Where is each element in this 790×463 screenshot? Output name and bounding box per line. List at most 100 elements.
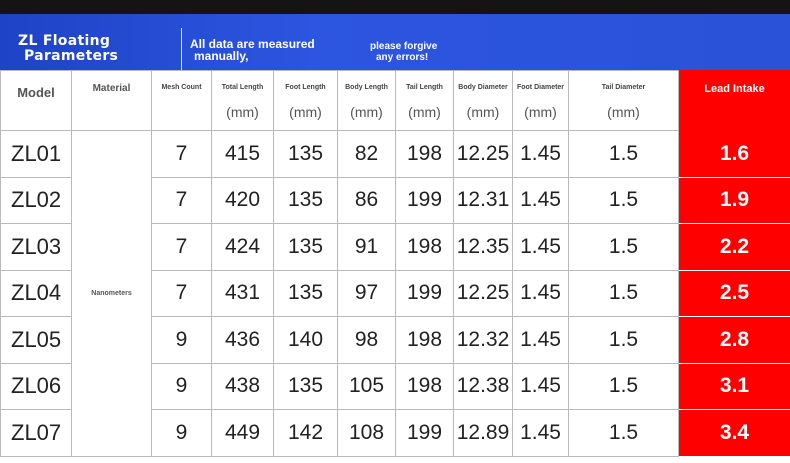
body-length-cell: 86 bbox=[337, 176, 396, 224]
tail-diameter-cell: 1.5 bbox=[568, 316, 679, 364]
mesh-count-cell: 7 bbox=[151, 223, 212, 271]
unit-label: (mm) bbox=[226, 104, 259, 120]
unit-label: (mm) bbox=[466, 104, 500, 120]
top-bar bbox=[0, 0, 790, 14]
table-row: ZL07 9 449 142 108 199 12.89 1.45 1.5 3.… bbox=[0, 409, 790, 457]
page-title: ZL Floating Parameters bbox=[18, 34, 168, 64]
mesh-count-cell: 7 bbox=[151, 176, 212, 224]
tail-diameter-cell: 1.5 bbox=[568, 362, 679, 410]
header-material: Material bbox=[71, 70, 152, 131]
unit-label: (mm) bbox=[607, 104, 640, 120]
body-length-cell: 97 bbox=[337, 269, 396, 317]
foot-length-cell: 135 bbox=[273, 269, 338, 317]
tail-length-cell: 198 bbox=[395, 316, 454, 364]
table-row: ZL02 7 420 135 86 199 12.31 1.45 1.5 1.9 bbox=[0, 176, 790, 224]
body-length-cell: 105 bbox=[337, 362, 396, 410]
lead-intake-cell: 3.4 bbox=[678, 409, 790, 457]
measurement-note: All data are measured manually, bbox=[190, 38, 360, 62]
mesh-count-cell: 9 bbox=[151, 362, 212, 410]
body-diameter-cell: 12.25 bbox=[453, 130, 513, 178]
body-diameter-cell: 12.31 bbox=[453, 176, 513, 224]
unit-label: (mm) bbox=[350, 104, 383, 120]
lead-intake-cell: 1.6 bbox=[678, 130, 790, 178]
model-cell: ZL05 bbox=[0, 316, 72, 364]
measurement-note-line-2: manually, bbox=[194, 49, 249, 63]
foot-length-cell: 135 bbox=[273, 176, 338, 224]
tail-diameter-cell: 1.5 bbox=[568, 130, 679, 178]
body-length-cell: 108 bbox=[337, 409, 396, 457]
tail-diameter-cell: 1.5 bbox=[568, 176, 679, 224]
total-length-cell: 449 bbox=[211, 409, 274, 457]
model-cell: ZL01 bbox=[0, 130, 72, 178]
foot-length-cell: 140 bbox=[273, 316, 338, 364]
table-row: ZL01 Nanometers 7 415 135 82 198 12.25 1… bbox=[0, 130, 790, 457]
header-model: Model bbox=[0, 70, 72, 131]
table-row: ZL05 9 436 140 98 198 12.32 1.45 1.5 2.8 bbox=[0, 316, 790, 364]
foot-length-cell: 135 bbox=[273, 130, 338, 178]
header-tail-length: Tail Length (mm) bbox=[395, 70, 454, 131]
tail-length-cell: 198 bbox=[395, 223, 454, 271]
table-row: ZL04 7 431 135 97 199 12.25 1.45 1.5 2.5 bbox=[0, 269, 790, 317]
body-diameter-cell: 12.32 bbox=[453, 316, 513, 364]
body-diameter-cell: 12.35 bbox=[453, 223, 513, 271]
tail-length-cell: 199 bbox=[395, 409, 454, 457]
apology-note-line-2: any errors! bbox=[376, 52, 429, 63]
foot-length-cell: 135 bbox=[273, 223, 338, 271]
lead-intake-cell: 3.1 bbox=[678, 362, 790, 410]
header-foot-diameter: Foot Diameter (mm) bbox=[512, 70, 569, 131]
mesh-count-cell: 9 bbox=[151, 409, 212, 457]
tail-diameter-cell: 1.5 bbox=[568, 409, 679, 457]
mesh-count-cell: 7 bbox=[151, 130, 212, 178]
unit-label: (mm) bbox=[524, 104, 557, 120]
header-banner: ZL Floating Parameters All data are meas… bbox=[0, 14, 790, 70]
measurement-note-line-1: All data are measured bbox=[190, 37, 315, 51]
foot-diameter-cell: 1.45 bbox=[512, 316, 569, 364]
total-length-cell: 436 bbox=[211, 316, 274, 364]
header-body-length: Body Length (mm) bbox=[337, 70, 396, 131]
tail-length-cell: 199 bbox=[395, 269, 454, 317]
foot-diameter-cell: 1.45 bbox=[512, 269, 569, 317]
body-length-cell: 91 bbox=[337, 223, 396, 271]
parameters-table: Model Material Mesh Count Total Length (m… bbox=[0, 70, 790, 457]
body-diameter-cell: 12.38 bbox=[453, 362, 513, 410]
foot-diameter-cell: 1.45 bbox=[512, 130, 569, 178]
title-line-2: Parameters bbox=[24, 48, 119, 64]
foot-length-cell: 142 bbox=[273, 409, 338, 457]
apology-note: please forgive any errors! bbox=[370, 41, 480, 63]
foot-diameter-cell: 1.45 bbox=[512, 176, 569, 224]
foot-diameter-cell: 1.45 bbox=[512, 409, 569, 457]
total-length-cell: 431 bbox=[211, 269, 274, 317]
total-length-cell: 415 bbox=[211, 130, 274, 178]
body-diameter-cell: 12.25 bbox=[453, 269, 513, 317]
header-mesh-count: Mesh Count bbox=[151, 70, 212, 131]
mesh-count-cell: 7 bbox=[151, 269, 212, 317]
header-lead-intake: Lead Intake bbox=[678, 70, 790, 131]
body-length-cell: 98 bbox=[337, 316, 396, 364]
model-cell: ZL03 bbox=[0, 223, 72, 271]
lead-intake-cell: 2.5 bbox=[678, 269, 790, 317]
table-header-row: Model Material Mesh Count Total Length (m… bbox=[0, 70, 790, 131]
lead-intake-cell: 1.9 bbox=[678, 176, 790, 224]
tail-length-cell: 199 bbox=[395, 176, 454, 224]
model-cell: ZL06 bbox=[0, 362, 72, 410]
model-cell: ZL04 bbox=[0, 269, 72, 317]
banner-divider bbox=[181, 28, 182, 70]
mesh-count-cell: 9 bbox=[151, 316, 212, 364]
lead-intake-cell: 2.2 bbox=[678, 223, 790, 271]
header-tail-diameter: Tail Diameter (mm) bbox=[568, 70, 679, 131]
total-length-cell: 438 bbox=[211, 362, 274, 410]
material-cell: Nanometers bbox=[71, 130, 152, 457]
unit-label: (mm) bbox=[408, 104, 441, 120]
tail-length-cell: 198 bbox=[395, 362, 454, 410]
body-length-cell: 82 bbox=[337, 130, 396, 178]
unit-label: (mm) bbox=[289, 104, 322, 120]
model-cell: ZL07 bbox=[0, 409, 72, 457]
foot-diameter-cell: 1.45 bbox=[512, 362, 569, 410]
header-total-length: Total Length (mm) bbox=[211, 70, 274, 131]
model-cell: ZL02 bbox=[0, 176, 72, 224]
tail-length-cell: 198 bbox=[395, 130, 454, 178]
body-diameter-cell: 12.89 bbox=[453, 409, 513, 457]
tail-diameter-cell: 1.5 bbox=[568, 269, 679, 317]
header-foot-length: Foot Length (mm) bbox=[273, 70, 338, 131]
table-row: ZL06 9 438 135 105 198 12.38 1.45 1.5 3.… bbox=[0, 362, 790, 410]
